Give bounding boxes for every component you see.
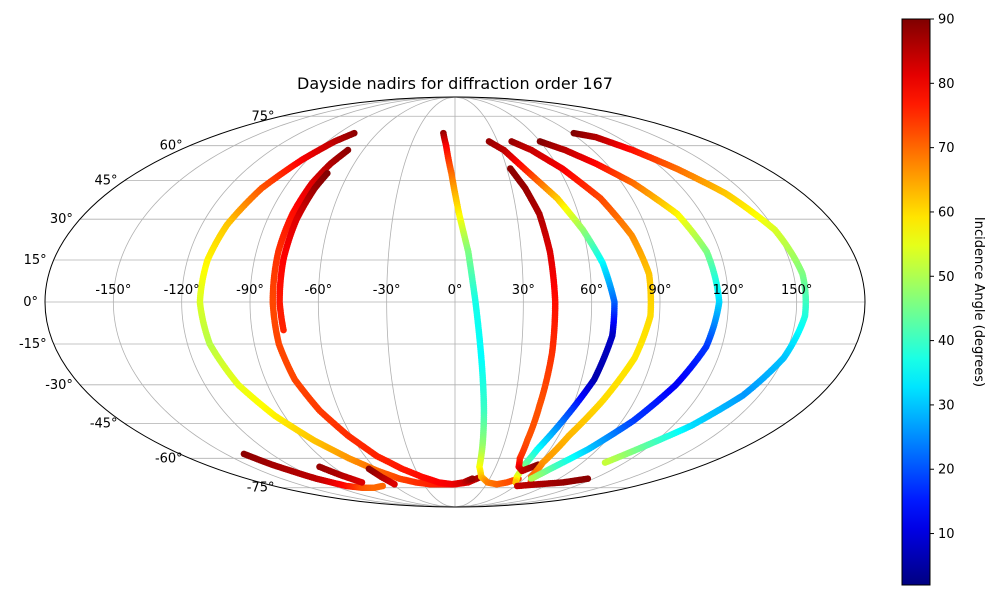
scatter-point (358, 479, 366, 486)
lat-tick-label: -60° (155, 451, 183, 466)
colorbar-tick-label: 20 (938, 463, 955, 478)
lon-tick-label: 60° (580, 283, 603, 298)
lon-tick-label: 150° (781, 283, 812, 298)
colorbar-tick-label: 90 (938, 13, 955, 28)
lat-tick-label: 75° (251, 109, 274, 124)
lat-tick-label: 15° (24, 253, 47, 268)
colorbar-gradient (901, 18, 931, 586)
lon-tick-label: -30° (373, 283, 401, 298)
lon-tick-label: -60° (304, 283, 332, 298)
chart-title: Dayside nadirs for diffraction order 167 (297, 74, 613, 93)
lon-tick-label: 30° (512, 283, 535, 298)
lat-tick-label: 45° (95, 174, 118, 189)
colorbar-tick-label: 10 (938, 527, 955, 542)
lon-tick-label: 0° (448, 283, 463, 298)
scatter-point (280, 326, 287, 334)
longitude-tick-labels: -150° -120° -90° -60° -30° 0° 30° 60° 90° 120° 150… (95, 283, 812, 298)
latitude-tick-labels: -75° -60° -45° -30° -15° 0° 15° 30° 45° 60° 75° (19, 109, 275, 495)
lon-tick-label: -120° (164, 283, 200, 298)
scatter-point (527, 475, 535, 482)
graticule (45, 96, 865, 508)
scatter-point (601, 459, 609, 466)
scatter-point (584, 475, 592, 482)
lat-tick-label: 30° (50, 212, 73, 227)
colorbar-ticks: 10 20 30 40 50 60 70 80 90 (930, 13, 955, 542)
lat-tick-label: -45° (90, 416, 118, 431)
scatter-point (391, 480, 398, 488)
map-outline (44, 96, 866, 508)
colorbar-tick-label: 80 (938, 77, 955, 92)
lat-tick-label: 60° (160, 139, 183, 154)
lon-tick-label: 90° (648, 283, 671, 298)
colorbar-label: Incidence Angle (degrees) (971, 217, 986, 387)
lon-tick-label: 120° (713, 283, 744, 298)
scatter-point (469, 475, 476, 482)
colorbar-tick-label: 50 (938, 270, 955, 285)
colorbar-tick-label: 70 (938, 141, 955, 156)
lon-tick-label: -150° (95, 283, 131, 298)
lon-tick-label: -90° (236, 283, 264, 298)
colorbar-tick-label: 60 (938, 205, 955, 220)
scatter-points (196, 129, 810, 492)
lat-tick-label: -75° (247, 481, 275, 496)
lat-tick-label: -30° (45, 378, 73, 393)
scatter-point (379, 482, 387, 490)
lat-tick-label: 0° (23, 295, 38, 310)
colorbar-tick-label: 40 (938, 334, 955, 349)
lat-tick-label: -15° (19, 337, 47, 352)
colorbar: 10 20 30 40 50 60 70 80 90 Incidence Angle (degr… (901, 13, 986, 586)
colorbar-tick-label: 30 (938, 398, 955, 413)
